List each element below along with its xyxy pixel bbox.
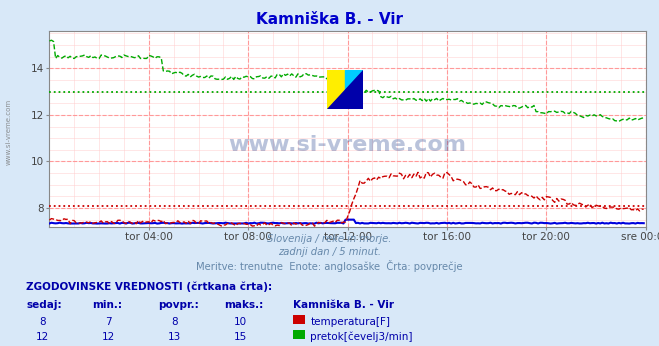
- Polygon shape: [327, 70, 362, 109]
- Text: Slovenija / reke in morje.: Slovenija / reke in morje.: [268, 234, 391, 244]
- Text: www.si-vreme.com: www.si-vreme.com: [229, 135, 467, 155]
- Text: pretok[čevelj3/min]: pretok[čevelj3/min]: [310, 332, 413, 342]
- Text: zadnji dan / 5 minut.: zadnji dan / 5 minut.: [278, 247, 381, 257]
- Text: temperatura[F]: temperatura[F]: [310, 317, 390, 327]
- Bar: [327, 70, 345, 109]
- Text: 8: 8: [40, 317, 46, 327]
- Text: www.si-vreme.com: www.si-vreme.com: [5, 98, 11, 165]
- Bar: [345, 70, 362, 109]
- Text: ZGODOVINSKE VREDNOSTI (črtkana črta):: ZGODOVINSKE VREDNOSTI (črtkana črta):: [26, 282, 272, 292]
- Text: Kamniška B. - Vir: Kamniška B. - Vir: [256, 12, 403, 27]
- Text: povpr.:: povpr.:: [158, 300, 199, 310]
- Text: Meritve: trenutne  Enote: anglosaške  Črta: povprečje: Meritve: trenutne Enote: anglosaške Črta…: [196, 260, 463, 272]
- Text: sedaj:: sedaj:: [26, 300, 62, 310]
- Text: 10: 10: [234, 317, 247, 327]
- Text: min.:: min.:: [92, 300, 123, 310]
- Text: 12: 12: [102, 332, 115, 342]
- Text: 7: 7: [105, 317, 112, 327]
- Text: Kamniška B. - Vir: Kamniška B. - Vir: [293, 300, 394, 310]
- Text: 8: 8: [171, 317, 178, 327]
- Text: 12: 12: [36, 332, 49, 342]
- Text: maks.:: maks.:: [224, 300, 264, 310]
- Text: 13: 13: [168, 332, 181, 342]
- Text: 15: 15: [234, 332, 247, 342]
